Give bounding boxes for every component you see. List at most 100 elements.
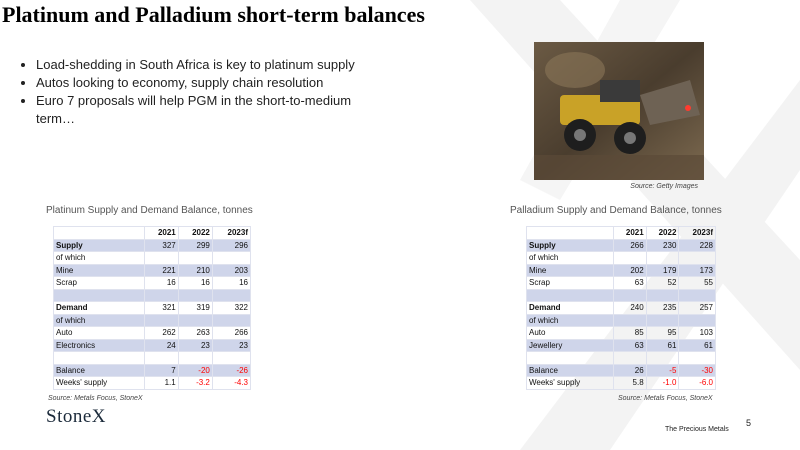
cell: 23 [211, 338, 252, 352]
cell: 240 [612, 301, 647, 315]
row-label [53, 351, 145, 365]
column-header: 2021 [143, 226, 179, 240]
table-row: Supply 327 299 296 [53, 238, 252, 252]
spacer-row [526, 351, 716, 365]
cell [645, 288, 680, 302]
cell: 63 [612, 276, 647, 290]
cell: 179 [645, 263, 680, 277]
cell: 85 [612, 326, 647, 340]
table-row: Weeks' supply 5.8 -1.0 -6.0 [526, 376, 716, 390]
table-row: Balance 26 -5 -30 [526, 363, 716, 377]
page-number: 5 [746, 418, 752, 428]
cell [645, 313, 680, 327]
cell: -5 [645, 363, 680, 377]
row-label [526, 288, 614, 302]
row-label: Balance [526, 363, 614, 377]
cell [645, 251, 680, 265]
row-label: of which [53, 313, 145, 327]
row-label: Electronics [53, 338, 145, 352]
row-label: Auto [526, 326, 614, 340]
cell: 235 [645, 301, 680, 315]
slide-title: Platinum and Palladium short-term balanc… [2, 2, 425, 27]
cell [177, 288, 213, 302]
cell: 173 [678, 263, 716, 277]
cell [612, 351, 647, 365]
logo: StoneX [46, 406, 106, 427]
cell: -26 [211, 363, 252, 377]
cell: 7 [143, 363, 179, 377]
table-source: Source: Metals Focus, StoneX [618, 395, 713, 402]
cell [211, 288, 252, 302]
row-label: Demand [53, 301, 145, 315]
row-label: Scrap [526, 276, 614, 290]
cell: 23 [177, 338, 213, 352]
table-caption: Palladium Supply and Demand Balance, ton… [510, 205, 722, 216]
cell: 95 [645, 326, 680, 340]
cell: 266 [612, 238, 647, 252]
row-label: of which [526, 251, 614, 265]
row-label [53, 288, 145, 302]
header-cell [526, 226, 614, 240]
bullet-list: Load-shedding in South Africa is key to … [18, 56, 366, 128]
cell [143, 313, 179, 327]
row-label: Weeks' supply [526, 376, 614, 390]
row-label: Mine [53, 263, 145, 277]
table-row: Electronics 24 23 23 [53, 338, 252, 352]
table-row: Demand 321 319 322 [53, 301, 252, 315]
cell [177, 351, 213, 365]
header-cell [53, 226, 145, 240]
row-label: Supply [526, 238, 614, 252]
cell [645, 351, 680, 365]
image-caption: Source: Getty Images [630, 183, 698, 190]
cell: 63 [612, 338, 647, 352]
cell: 228 [678, 238, 716, 252]
cell: 210 [177, 263, 213, 277]
photo [534, 42, 704, 180]
spacer-row [53, 351, 252, 365]
cell [143, 251, 179, 265]
cell [678, 313, 716, 327]
table-row: Scrap 63 52 55 [526, 276, 716, 290]
cell: 266 [211, 326, 252, 340]
cell [211, 313, 252, 327]
table-row: Mine 221 210 203 [53, 263, 252, 277]
row-label: Weeks' supply [53, 376, 145, 390]
row-label [526, 351, 614, 365]
cell: 230 [645, 238, 680, 252]
cell: 327 [143, 238, 179, 252]
cell [678, 351, 716, 365]
table-row: Demand 240 235 257 [526, 301, 716, 315]
spacer-row [526, 288, 716, 302]
cell [678, 251, 716, 265]
cell: 5.8 [612, 376, 647, 390]
cell [612, 288, 647, 302]
row-label: Mine [526, 263, 614, 277]
table-row: Mine 202 179 173 [526, 263, 716, 277]
row-label: Demand [526, 301, 614, 315]
cell: 16 [177, 276, 213, 290]
cell: 16 [211, 276, 252, 290]
cell: -6.0 [678, 376, 716, 390]
cell: 321 [143, 301, 179, 315]
cell: 16 [143, 276, 179, 290]
table-row: of which [526, 251, 716, 265]
bullet: Euro 7 proposals will help PGM in the sh… [36, 92, 366, 128]
footer: The Precious Metals [665, 426, 729, 433]
cell: 24 [143, 338, 179, 352]
cell: -4.3 [211, 376, 252, 390]
cell [211, 351, 252, 365]
column-header: 2022 [177, 226, 213, 240]
table-row: of which [53, 313, 252, 327]
spacer-row [53, 288, 252, 302]
cell: 322 [211, 301, 252, 315]
cell [612, 251, 647, 265]
cell: 203 [211, 263, 252, 277]
table-caption: Platinum Supply and Demand Balance, tonn… [46, 205, 253, 216]
data-table: 2021 2022 2023f Supply 327 299 296 of which Mine… [53, 226, 252, 390]
cell: 61 [678, 338, 716, 352]
cell: 55 [678, 276, 716, 290]
header-row: 2021 2022 2023f [526, 226, 716, 240]
row-label: of which [526, 313, 614, 327]
column-header: 2021 [612, 226, 647, 240]
